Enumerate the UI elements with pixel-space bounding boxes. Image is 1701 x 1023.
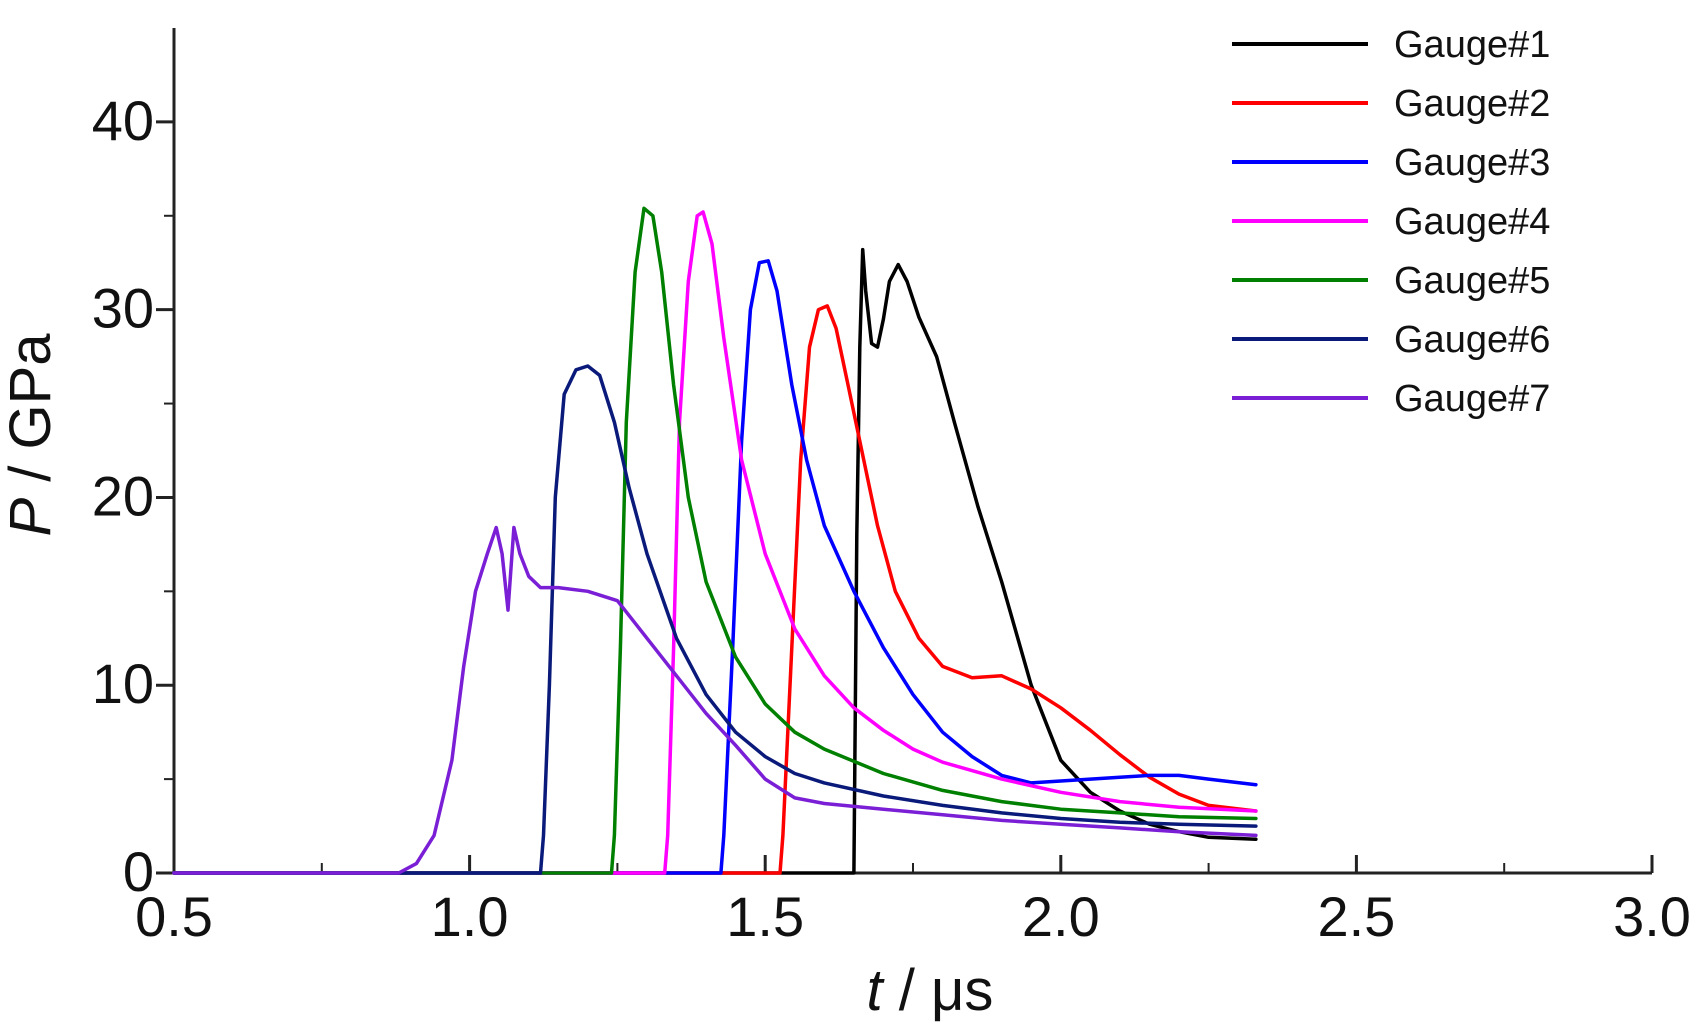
series-line-gauge-7 xyxy=(172,525,1258,875)
y-tick-label: 10 xyxy=(92,652,154,715)
x-axis-variable: t xyxy=(867,958,886,1023)
plot-area xyxy=(172,206,1258,875)
legend-label-gauge-2: Gauge#2 xyxy=(1394,83,1550,125)
legend-label-gauge-7: Gauge#7 xyxy=(1394,378,1550,420)
legend-label-gauge-5: Gauge#5 xyxy=(1394,260,1550,302)
legend-label-gauge-4: Gauge#4 xyxy=(1394,201,1550,243)
series-line-gauge-4 xyxy=(172,210,1258,875)
x-tick-label: 1.5 xyxy=(726,885,804,948)
x-tick-label: 1.0 xyxy=(431,885,509,948)
y-tick-label: 40 xyxy=(92,89,154,152)
x-axis-unit: / μs xyxy=(883,958,994,1023)
y-axis-unit: / GPa xyxy=(0,333,63,498)
y-tick-label: 20 xyxy=(92,464,154,527)
axes: 0 10 20 30 40 0.5 1.0 1.5 2.0 2.5 3.0 xyxy=(92,28,1691,948)
series-line-gauge-5 xyxy=(172,206,1258,875)
legend-label-gauge-6: Gauge#6 xyxy=(1394,319,1550,361)
legend-label-gauge-1: Gauge#1 xyxy=(1394,24,1550,66)
x-tick-label: 0.5 xyxy=(135,885,213,948)
series-line-gauge-2 xyxy=(172,304,1258,875)
x-axis-label: t / μs xyxy=(867,958,994,1023)
x-tick-label: 3.0 xyxy=(1613,885,1691,948)
x-tick-label: 2.5 xyxy=(1317,885,1395,948)
y-axis-label: P / GPa xyxy=(0,333,63,537)
legend-label-gauge-3: Gauge#3 xyxy=(1394,142,1550,184)
series-line-gauge-1 xyxy=(172,247,1258,875)
x-tick-label: 2.0 xyxy=(1022,885,1100,948)
y-axis-variable: P xyxy=(0,498,63,537)
y-tick-label: 30 xyxy=(92,277,154,340)
series-line-gauge-3 xyxy=(172,259,1258,875)
series-line-gauge-6 xyxy=(172,364,1258,875)
legend: Gauge#1 Gauge#2 Gauge#3 Gauge#4 Gauge#5 Gauge… xyxy=(1232,24,1550,420)
y-tick-label: 0 xyxy=(123,840,154,903)
